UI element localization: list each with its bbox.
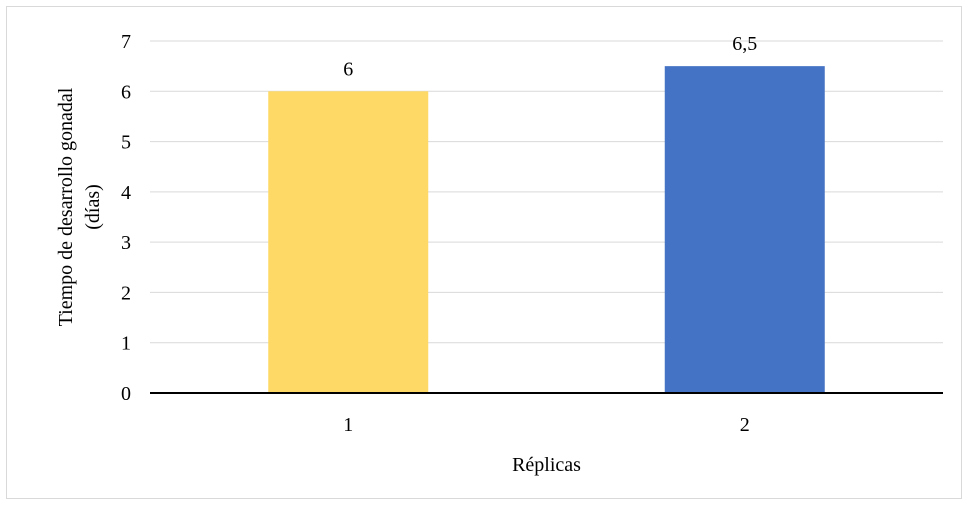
y-tick-label: 0 [121,383,131,405]
y-tick-label: 2 [121,282,131,304]
x-axis-title: Réplicas [512,454,581,476]
y-tick-label: 5 [121,132,131,154]
y-axis-title-line-2: (días) [82,184,104,230]
y-axis-title-line-1: Tiempo de desarrollo gonadal [55,87,77,326]
data-label-2: 6,5 [732,33,757,55]
data-labels: 66,5 [343,33,757,80]
bar-2 [664,66,825,394]
y-tick-label: 3 [121,232,131,254]
y-tick-label: 6 [121,81,131,103]
bars [268,66,825,394]
y-tick-label: 7 [121,31,131,53]
y-axis-title: Tiempo de desarrollo gonadal (días) [55,87,104,326]
x-tick-label: 1 [343,414,353,436]
y-axis-ticks: 0 1 2 3 4 5 6 7 [121,31,131,405]
bar-1 [268,91,429,394]
y-tick-label: 4 [121,182,131,204]
y-tick-label: 1 [121,333,131,355]
data-label-1: 6 [343,58,353,80]
x-tick-label: 2 [740,414,750,436]
